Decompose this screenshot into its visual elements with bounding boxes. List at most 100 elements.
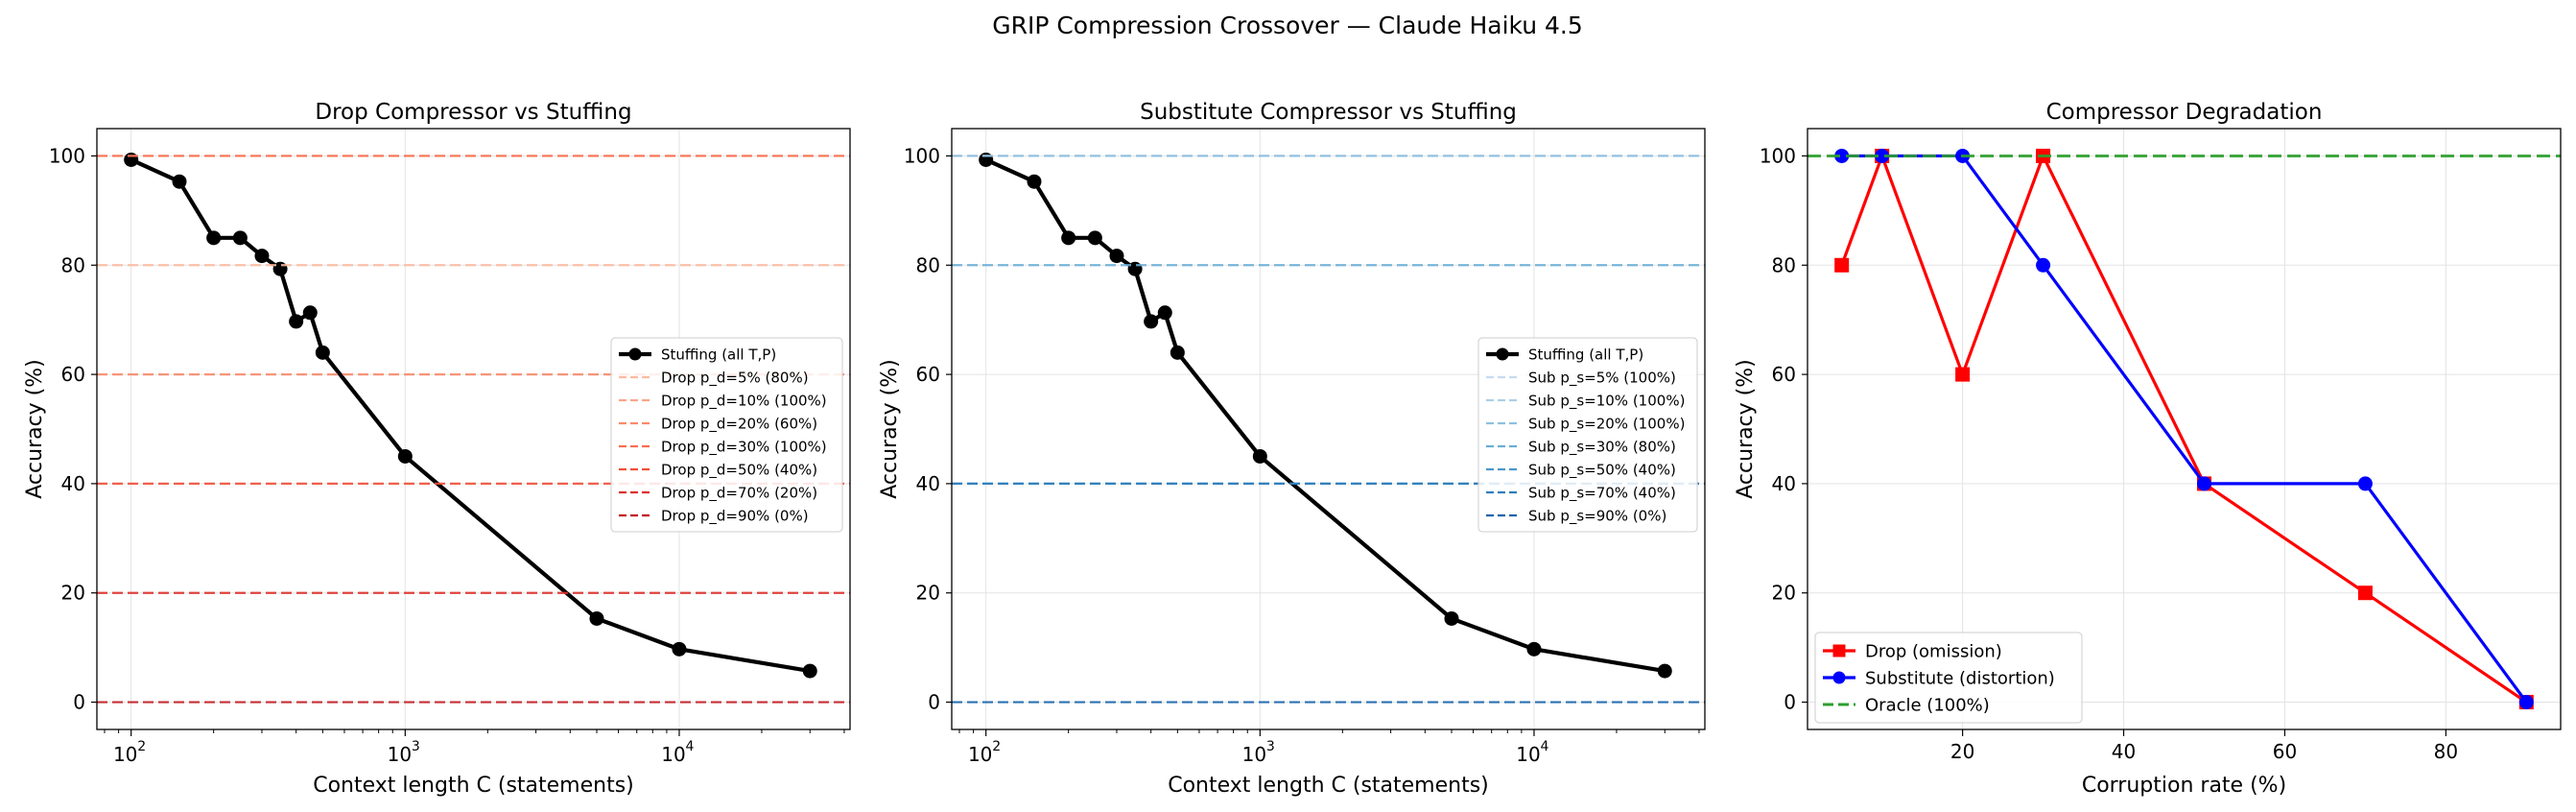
legend-entry: Drop p_d=50% (40%) — [619, 461, 817, 479]
series-stuffing-all-t-p-point — [1157, 305, 1172, 321]
legend-entry: Drop p_d=90% (0%) — [619, 507, 809, 525]
legend-label: Substitute (distortion) — [1865, 668, 2055, 688]
series-stuffing-all-t-p-point — [672, 641, 687, 657]
series-stuffing-all-t-p-point — [124, 152, 139, 167]
y-tick-label: 20 — [916, 582, 940, 605]
series-stuffing-all-t-p-point — [254, 249, 270, 264]
legend-entry: Drop p_d=70% (20%) — [619, 484, 817, 502]
y-tick-label: 60 — [1772, 363, 1796, 386]
legend-label: Stuffing (all T,P) — [661, 346, 776, 363]
series-group — [952, 152, 1705, 704]
legend-label: Drop p_d=5% (80%) — [661, 369, 809, 387]
series-stuffing-all-t-p-point — [1526, 641, 1542, 657]
x-tick-label: 80 — [2434, 740, 2458, 763]
series-stuffing-all-t-p-point — [1061, 230, 1076, 246]
legend-label: Drop p_d=50% (40%) — [661, 461, 817, 479]
x-tick-label: 20 — [1950, 740, 1974, 763]
y-tick-label: 80 — [1772, 253, 1796, 276]
panel-title: Substitute Compressor vs Stuffing — [1140, 100, 1517, 125]
legend-entry: Oracle (100%) — [1823, 695, 1990, 715]
series-stuffing-all-t-p-point — [315, 345, 330, 360]
legend-box — [610, 337, 843, 533]
legend-label: Sub p_s=70% (40%) — [1528, 484, 1676, 502]
series-group — [1808, 148, 2561, 710]
series-drop-omission-point — [1834, 257, 1850, 273]
series-stuffing-all-t-p-point — [589, 610, 604, 626]
legend: Drop (omission) Substitute (distortion) Or… — [1814, 632, 2083, 724]
panel-title: Drop Compressor vs Stuffing — [315, 100, 631, 125]
x-tick-label-exponent: 4 — [686, 739, 695, 754]
series-stuffing-all-t-p-point — [1087, 230, 1102, 246]
series-substitute-distortion-point — [1875, 148, 1890, 163]
x-tick-label: 10 — [388, 743, 412, 766]
legend-marker — [1832, 671, 1846, 684]
x-tick-label: 10 — [1516, 743, 1540, 766]
legend-entry: Sub p_s=20% (100%) — [1486, 415, 1685, 433]
legend-entry: Stuffing (all T,P) — [619, 346, 776, 363]
x-axis-label: Context length C (statements) — [1168, 774, 1489, 798]
x-tick-label: 60 — [2273, 740, 2297, 763]
legend-label: Stuffing (all T,P) — [1528, 346, 1643, 363]
series-substitute-distortion-point — [1834, 148, 1850, 163]
series-substitute-distortion-point — [2357, 476, 2373, 491]
y-tick-label: 40 — [61, 472, 85, 495]
series-stuffing-all-t-p-point — [172, 174, 187, 189]
series-stuffing-all-t-p-point — [1127, 261, 1143, 276]
legend-label: Drop p_d=30% (100%) — [661, 438, 827, 456]
y-tick-label: 100 — [904, 144, 940, 167]
legend-label: Sub p_s=90% (0%) — [1528, 507, 1666, 525]
y-tick-label: 100 — [1760, 144, 1796, 167]
legend-box — [1814, 632, 2083, 724]
axes-frame — [951, 128, 1706, 730]
series-stuffing-all-t-p-point — [1252, 448, 1267, 464]
legend-entry: Drop p_d=10% (100%) — [619, 392, 827, 410]
series-substitute-distortion — [1841, 154, 2528, 704]
x-tick-label-exponent: 4 — [1541, 739, 1549, 754]
y-tick-label: 60 — [916, 363, 940, 386]
y-tick-label: 0 — [928, 691, 940, 714]
series-stuffing-all-t-p-point — [272, 261, 288, 276]
x-tick-label: 10 — [968, 743, 992, 766]
legend-entry: Drop p_d=5% (80%) — [619, 369, 809, 387]
legend-label: Sub p_s=20% (100%) — [1528, 415, 1685, 433]
y-tick-label: 0 — [1784, 691, 1796, 714]
x-tick-label: 40 — [2112, 740, 2136, 763]
panel-title: Compressor Degradation — [2046, 100, 2323, 125]
y-axis-label: Accuracy (%) — [1734, 359, 1758, 499]
axes-frame — [1807, 128, 2562, 730]
legend-entry: Sub p_s=90% (0%) — [1486, 507, 1666, 525]
x-tick-label: 10 — [1242, 743, 1266, 766]
series-drop-omission-point — [2357, 585, 2373, 601]
x-tick-label-exponent: 3 — [412, 739, 420, 754]
legend-label: Oracle (100%) — [1865, 695, 1990, 715]
y-tick-label: 80 — [916, 253, 940, 276]
legend-entry: Sub p_s=70% (40%) — [1486, 484, 1676, 502]
series-stuffing-all-t-p-point — [1144, 314, 1159, 329]
panel-compressor-degradation: Compressor Degradation 0 20 40 60 80 100 20 40 60… — [1734, 100, 2562, 798]
series-stuffing-all-t-p-point — [1170, 345, 1185, 360]
series-stuffing-all-t-p-point — [397, 448, 413, 464]
legend-entry: Stuffing (all T,P) — [1486, 346, 1643, 363]
y-tick-label: 60 — [61, 363, 85, 386]
series-stuffing-all-t-p-point — [232, 230, 248, 246]
x-tick-label-exponent: 3 — [1266, 739, 1275, 754]
legend-label: Drop p_d=10% (100%) — [661, 392, 827, 410]
series-stuffing-all-t-p-point — [1444, 610, 1459, 626]
series-stuffing-all-t-p-point — [289, 314, 304, 329]
legend-entry: Drop (omission) — [1823, 641, 2002, 661]
legend-entry: Substitute (distortion) — [1823, 668, 2055, 688]
legend-entry: Sub p_s=5% (100%) — [1486, 369, 1676, 387]
legend-entry: Sub p_s=30% (80%) — [1486, 438, 1676, 456]
legend: Stuffing (all T,P) Drop p_d=5% (80%) Drop … — [610, 337, 843, 533]
y-axis-label: Accuracy (%) — [23, 359, 47, 499]
y-tick-label: 100 — [49, 144, 85, 167]
series-stuffing-all-t-p-point — [979, 152, 994, 167]
series-stuffing-all-t-p-point — [302, 305, 318, 321]
series-stuffing-all-t-p-point — [1657, 663, 1672, 679]
series-drop-omission — [1840, 154, 2528, 704]
legend-label: Sub p_s=50% (40%) — [1528, 461, 1676, 479]
series-stuffing-all-t-p-point — [1109, 249, 1124, 264]
series-group — [97, 152, 850, 704]
y-tick-label: 0 — [73, 691, 85, 714]
